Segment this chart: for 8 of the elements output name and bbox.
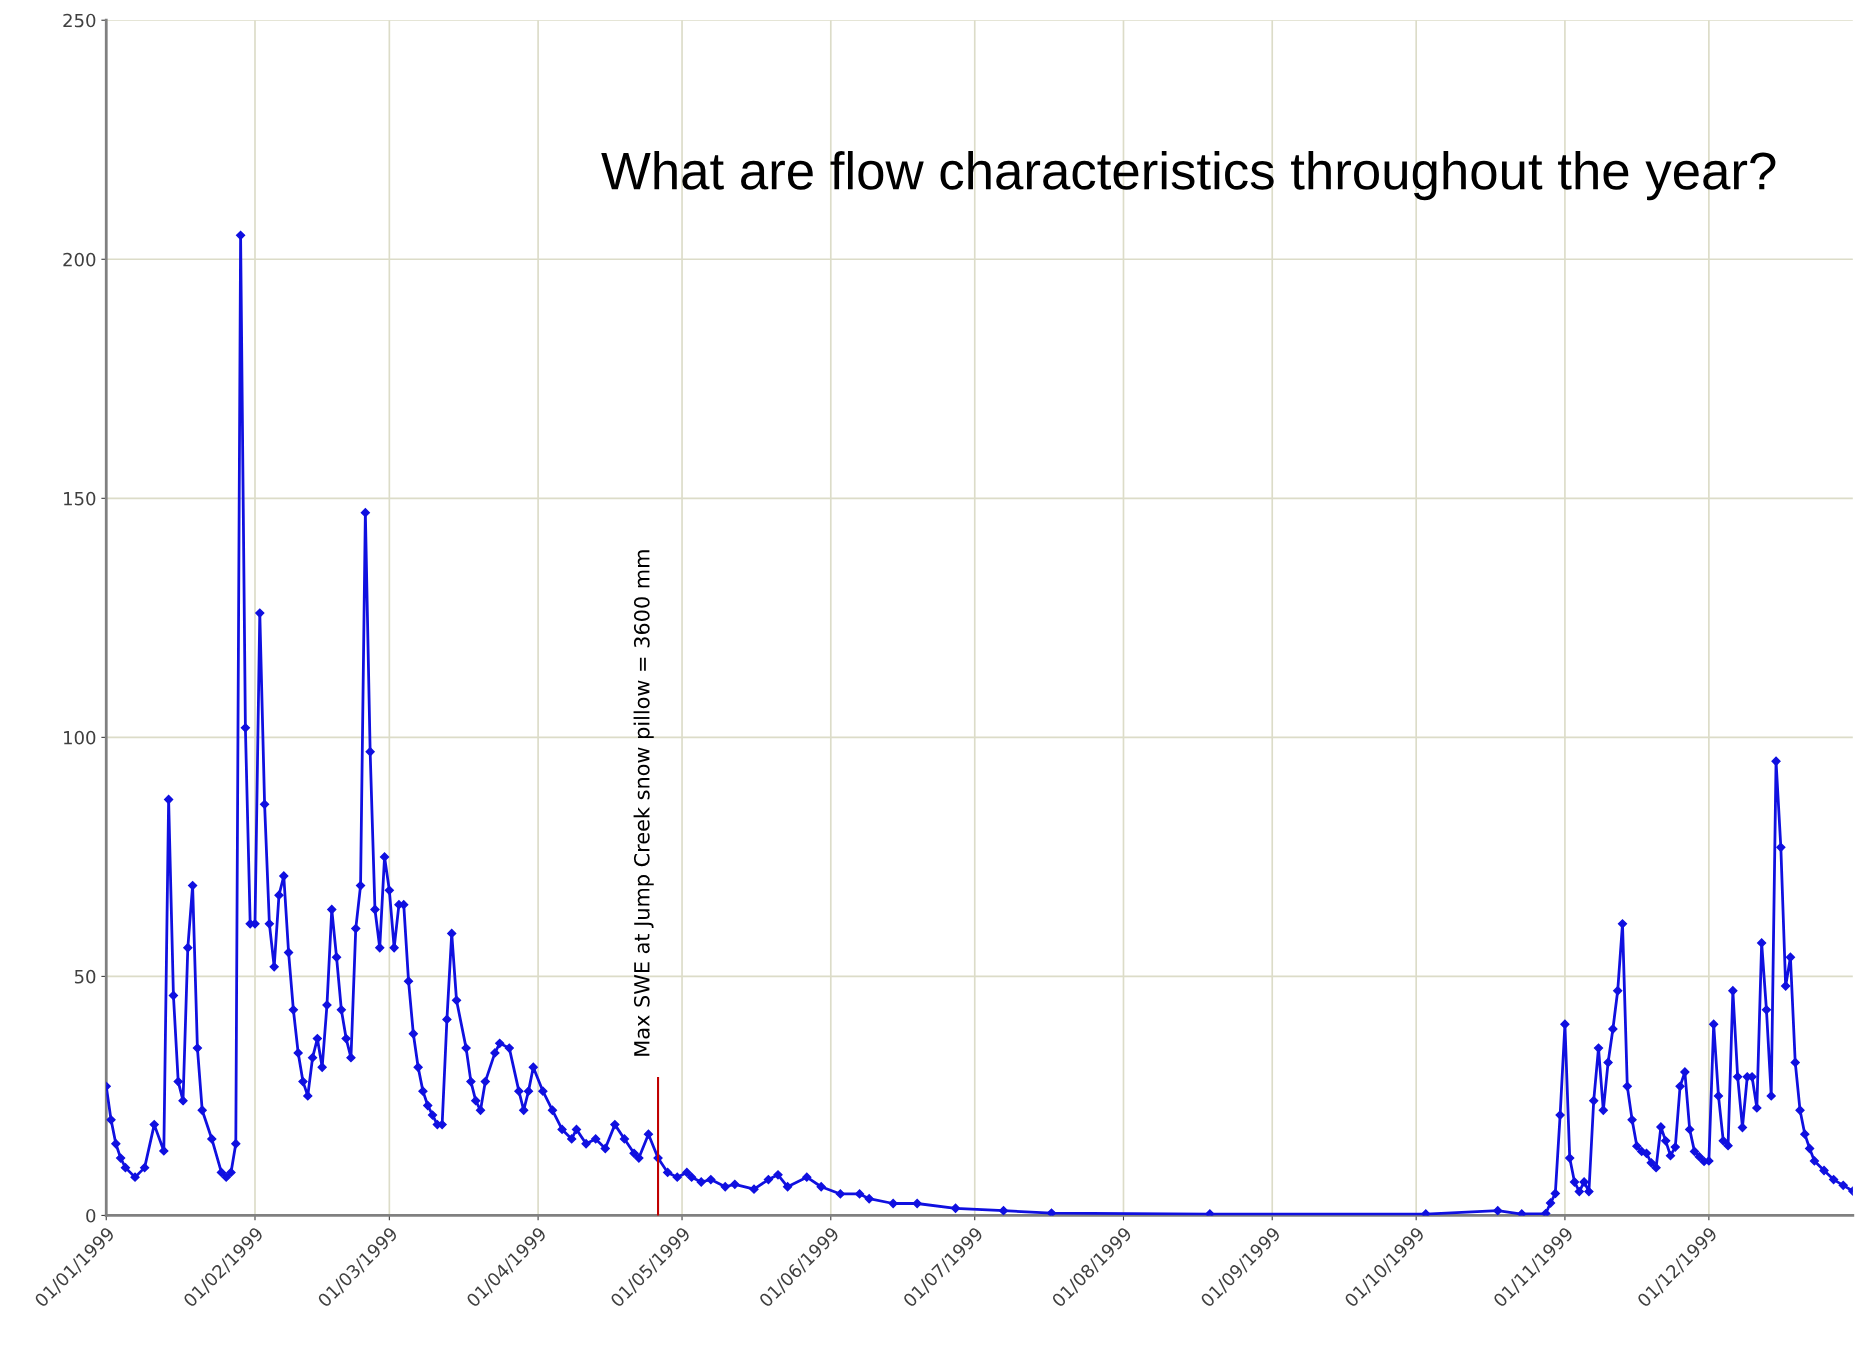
y-tick-label: 200 [63,252,96,267]
y-tick-label: 50 [74,969,96,984]
y-tick-label: 100 [64,730,96,745]
y-tick-label: 150 [64,491,96,506]
y-tick-label: 250 [63,13,96,28]
ref-line-label: Max SWE at Jump Creek snow pillow = 3600 mm [633,550,654,1056]
text: What are flow characteristics throughout the year? [601,151,1776,201]
y-tick-label: 0 [86,1208,96,1223]
